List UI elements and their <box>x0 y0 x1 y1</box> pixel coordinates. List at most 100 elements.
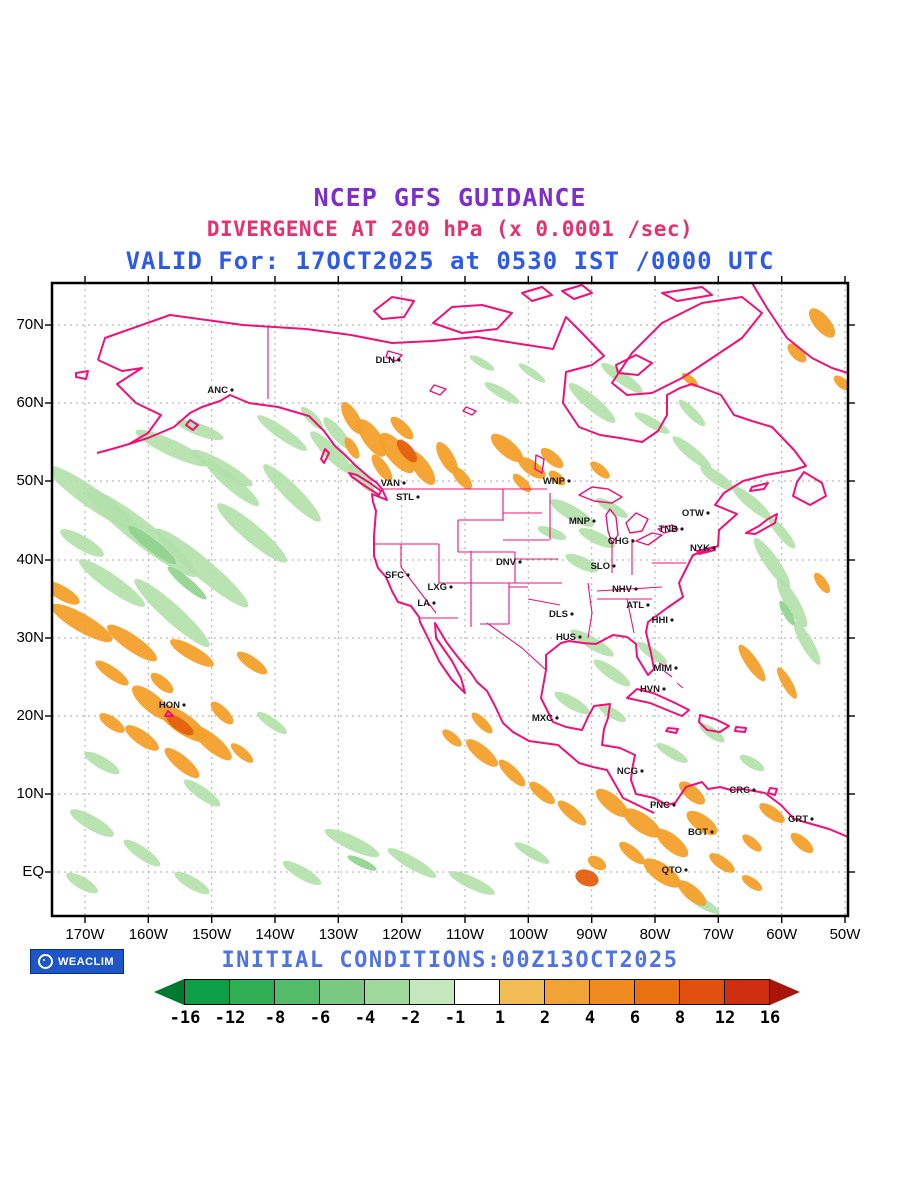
station-dot <box>416 495 420 499</box>
colorbar-tick-label: -6 <box>309 1008 331 1028</box>
initial-conditions-label: INITIAL CONDITIONS:00Z13OCT2025 <box>221 948 679 973</box>
station-marker: VAN <box>381 478 406 489</box>
station-dot <box>612 564 616 568</box>
divergence-patch <box>623 808 661 838</box>
divergence-patch <box>514 842 550 864</box>
divergence-patch <box>396 439 418 463</box>
island-haida-gwaii <box>320 448 330 464</box>
coastlines <box>75 283 848 838</box>
colorbar-cell <box>544 980 589 1004</box>
lon-tick-label: 70W <box>702 926 734 943</box>
station-label: MNP <box>569 516 591 527</box>
divergence-patch <box>779 600 795 626</box>
divergence-patch <box>451 466 473 490</box>
station-marker: STL <box>396 492 420 503</box>
divergence-patch <box>469 355 495 371</box>
divergence-patch <box>449 871 495 895</box>
divergence-patch <box>379 432 415 474</box>
station-marker: CRC <box>729 785 756 796</box>
lat-tick-label: 40N <box>16 551 44 568</box>
station-marker: BGT <box>688 827 714 838</box>
divergence-patch <box>135 429 209 467</box>
divergence-patch <box>554 691 590 715</box>
divergence-patch <box>78 559 146 607</box>
station-markers: ANC DLN VAN STL WNP MNP CHG TNB OTW NYK DNV SLO SFC L… <box>159 355 814 876</box>
lat-tick-label: 70N <box>16 316 44 333</box>
divergence-patch <box>236 651 268 675</box>
colorbar-tick-label: 6 <box>629 1008 641 1028</box>
divergence-patch <box>678 399 706 427</box>
divergence-patch <box>466 739 498 767</box>
station-marker: WNP <box>543 476 571 487</box>
divergence-patch <box>742 834 762 852</box>
station-label: TNB <box>658 524 678 535</box>
island-baffin <box>611 296 763 396</box>
station-label: HUS <box>556 632 576 643</box>
colorbar-cell <box>319 980 364 1004</box>
station-dot <box>712 546 716 550</box>
divergence-patch <box>166 714 194 736</box>
weaclim-logo: WEACLIM <box>30 949 125 974</box>
station-dot <box>402 481 406 485</box>
station-marker: HON <box>159 700 186 711</box>
station-dot <box>567 479 571 483</box>
station-marker: ANC <box>207 385 234 396</box>
station-dot <box>631 539 635 543</box>
divergence-patch <box>768 517 796 549</box>
divergence-patch <box>498 759 526 787</box>
map-plot-area: ANC DLN VAN STL WNP MNP CHG TNB OTW NYK DNV SLO SFC L… <box>44 275 856 924</box>
island-hispaniola <box>698 714 730 733</box>
station-marker: DNV <box>496 557 522 568</box>
colorbar-tick-label: -8 <box>264 1008 286 1028</box>
station-marker: HHI <box>652 615 674 626</box>
divergence-patch <box>128 525 176 565</box>
island-vancouver <box>348 472 382 496</box>
lake-michigan <box>605 508 619 544</box>
divergence-patch <box>677 880 707 906</box>
divergence-patch <box>217 503 287 563</box>
station-label: ATL <box>626 600 644 611</box>
colorbar-tick-label: 1 <box>494 1008 506 1028</box>
divergence-patch <box>155 528 249 608</box>
divergence-patch <box>597 703 627 723</box>
divergence-patch <box>387 848 437 878</box>
divergence-patch <box>787 343 807 363</box>
island-newfoundland <box>792 471 827 506</box>
colorbar-cell <box>229 980 274 1004</box>
colorbar-left-arrow <box>154 979 184 1005</box>
chart-subtitle: DIVERGENCE AT 200 hPa (x 0.0001 /sec) <box>206 217 694 241</box>
island-banks <box>373 296 415 320</box>
station-label: DNV <box>496 557 517 568</box>
station-dot <box>406 573 410 577</box>
divergence-patch <box>776 578 808 628</box>
divergence-patch <box>99 713 125 733</box>
divergence-patch <box>568 382 616 424</box>
island-jamaica <box>665 727 679 734</box>
divergence-patch <box>436 442 458 474</box>
divergence-patch <box>833 375 848 391</box>
station-dot <box>397 358 401 362</box>
divergence-patch <box>700 465 734 491</box>
station-label: CRC <box>729 785 750 796</box>
divergence-patch <box>575 869 599 887</box>
divergence-patch <box>595 788 629 818</box>
lon-tick-label: 80W <box>639 926 671 943</box>
divergence-patch <box>759 803 785 823</box>
colorbar-cell <box>634 980 679 1004</box>
lake-superior <box>578 486 623 504</box>
lon-tick-label: 100W <box>508 926 548 943</box>
divergence-patch <box>808 308 836 338</box>
station-dot <box>449 585 453 589</box>
island-southampton <box>615 354 653 376</box>
colorbar-cell <box>679 980 724 1004</box>
lat-tick-label: 30N <box>16 629 44 646</box>
station-dot <box>710 830 714 834</box>
lon-tick-label: 140W <box>255 926 295 943</box>
island-kodiak <box>185 419 199 431</box>
station-label: DLS <box>549 609 568 620</box>
station-marker: DLS <box>549 609 574 620</box>
divergence-patch <box>170 639 214 667</box>
station-label: QTO <box>662 865 682 876</box>
station-marker: MIM <box>654 663 678 674</box>
lake-erie <box>635 532 663 546</box>
